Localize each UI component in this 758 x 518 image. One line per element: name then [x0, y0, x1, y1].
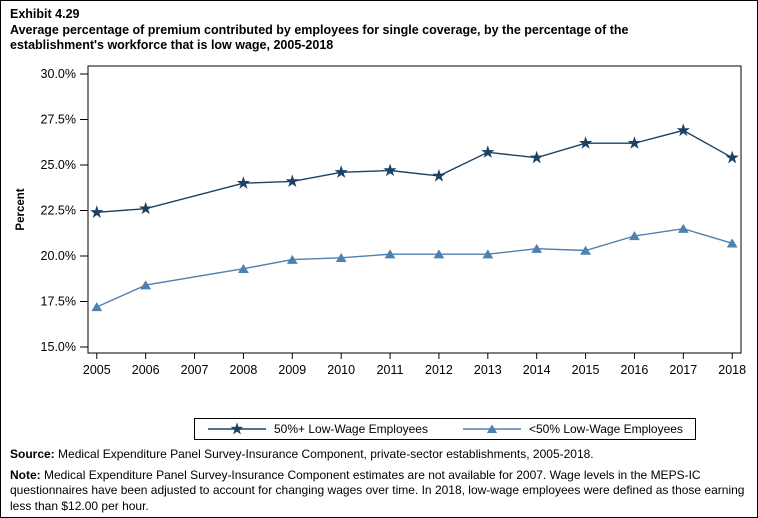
data-point-marker: [677, 223, 689, 233]
plot-border: [87, 65, 742, 354]
line-chart: 15.0% 17.5% 20.0% 22.5% 25.0% 27.5% 30.0% 2005 2…: [15, 65, 746, 377]
x-axis-tick-label: 2005: [83, 363, 111, 377]
data-point-marker: [530, 150, 544, 164]
data-point-marker: [481, 145, 495, 158]
x-axis-tick-label: 2008: [230, 363, 258, 377]
x-axis-tick-label: 2011: [377, 363, 404, 377]
source-label: Source:: [10, 447, 55, 461]
y-axis-tick-label: 15.0%: [41, 340, 76, 354]
method-note: Note: Medical Expenditure Panel Survey-I…: [10, 468, 752, 515]
data-point-marker: [725, 150, 739, 164]
data-point-marker: [91, 302, 103, 312]
y-axis-tick-label: 20.0%: [41, 249, 76, 263]
x-axis-tick-label: 2006: [132, 363, 160, 377]
data-point-marker: [726, 238, 738, 248]
data-point-marker: [482, 249, 494, 259]
x-axis-tick-label: 2012: [425, 363, 453, 377]
legend-label-50plus: 50%+ Low-Wage Employees: [274, 422, 428, 436]
x-axis-tick-label: 2018: [718, 363, 746, 377]
figure-footnotes: Source: Medical Expenditure Panel Survey…: [10, 447, 752, 517]
figure-header: Exhibit 4.29 Average percentage of premi…: [10, 7, 718, 54]
note-label: Note:: [10, 467, 41, 482]
data-point-marker: [236, 176, 251, 189]
y-axis-tick-label: 30.0%: [41, 67, 76, 81]
legend-label-under50: <50% Low-Wage Employees: [528, 422, 683, 436]
data-point-marker: [335, 253, 347, 263]
data-point-marker: [578, 136, 593, 149]
data-point-marker: [285, 174, 299, 187]
y-axis-tick-label: 27.5%: [41, 113, 76, 127]
data-point-marker: [433, 249, 445, 259]
chart-legend: 50%+ Low-Wage Employees <50% Low-Wage Em…: [194, 418, 696, 440]
data-point-marker: [486, 424, 498, 433]
data-point-marker: [384, 249, 396, 259]
note-text: Medical Expenditure Panel Survey-Insuran…: [10, 467, 745, 513]
legend-entry-50plus: 50%+ Low-Wage Employees: [207, 422, 428, 436]
data-point-marker: [230, 422, 244, 435]
data-point-marker: [531, 243, 543, 253]
x-axis-tick-label: 2013: [474, 363, 502, 377]
triangle-line-marker-icon: [462, 424, 521, 433]
y-axis-title: Percent: [15, 188, 27, 230]
exhibit-number: Exhibit 4.29: [10, 7, 80, 21]
legend-entry-under50: <50% Low-Wage Employees: [462, 422, 683, 436]
data-point-marker: [580, 245, 591, 255]
y-axis-tick-label: 17.5%: [41, 294, 76, 308]
data-point-marker: [286, 254, 298, 264]
data-point-marker: [140, 280, 152, 290]
x-axis-tick-label: 2016: [621, 363, 649, 377]
data-point-marker: [238, 263, 249, 273]
data-point-marker: [629, 231, 640, 241]
x-axis-tick-label: 2010: [327, 363, 355, 377]
x-axis-tick-label: 2015: [572, 363, 600, 377]
data-point-marker: [334, 165, 348, 178]
x-axis-tick-label: 2017: [669, 363, 697, 377]
y-axis-tick-label: 22.5%: [41, 204, 76, 218]
x-axis-tick-label: 2014: [523, 363, 551, 377]
source-note: Source: Medical Expenditure Panel Survey…: [10, 447, 752, 463]
data-point-marker: [139, 201, 153, 215]
star-line-marker-icon: [208, 422, 266, 435]
chart-title: Average percentage of premium contribute…: [10, 22, 629, 53]
data-point-marker: [383, 163, 397, 177]
x-axis-tick-label: 2007: [181, 363, 209, 377]
source-text: Medical Expenditure Panel Survey-Insuran…: [54, 447, 594, 461]
data-point-marker: [627, 136, 642, 149]
data-point-marker: [90, 205, 104, 218]
data-point-marker: [676, 123, 690, 137]
y-axis-tick-label: 25.0%: [41, 158, 76, 172]
x-axis-tick-label: 2009: [278, 363, 306, 377]
data-point-marker: [432, 168, 446, 182]
series-line-1: [96, 227, 733, 308]
